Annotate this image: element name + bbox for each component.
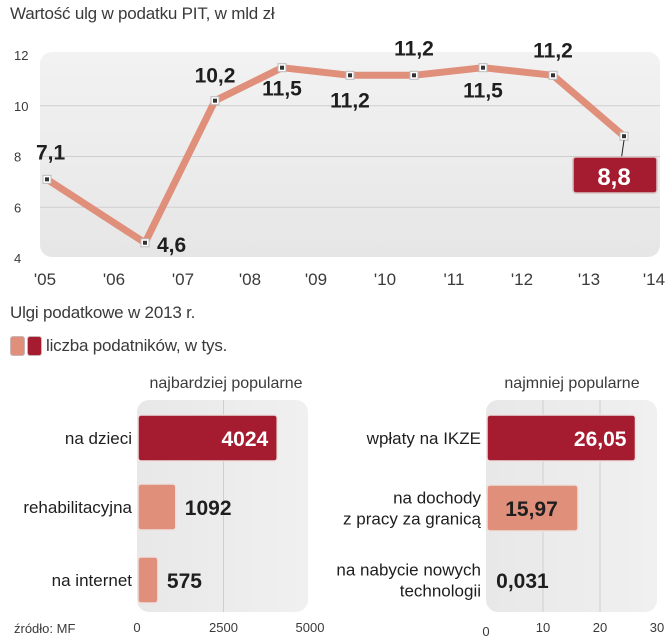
bar [137, 483, 177, 531]
x-tick-label: '07 [172, 270, 194, 289]
bar-category-label: rehabilitacyjna [23, 498, 132, 517]
bar-chart-heading: najmniej popularne [504, 375, 639, 392]
data-label: 10,2 [195, 65, 236, 88]
section-subtitle: Ulgi podatkowe w 2013 r. [10, 303, 196, 322]
data-label: 7,1 [36, 141, 66, 164]
x-tick-label: '10 [374, 270, 396, 289]
x-tick-label: 30 [650, 620, 664, 635]
data-label: 11,5 [463, 80, 503, 103]
x-tick-label: '13 [578, 270, 600, 289]
line-chart-panel [40, 52, 660, 257]
bar [486, 484, 579, 532]
y-tick-label: 8 [14, 150, 21, 165]
line-chart: 4 6 8 10 12 '05 '06 '07 '08 '09 '10 '11 '12 '13 '14 7,1… [14, 37, 665, 289]
y-tick-label: 6 [14, 200, 21, 215]
data-label: 8,8 [597, 164, 630, 191]
bar-category-label: na internet [52, 571, 133, 590]
bar-value-label: 0,031 [496, 570, 549, 593]
source-note: źródło: MF [14, 621, 76, 636]
bar-value-label: 575 [167, 570, 202, 593]
x-tick-label: 10 [536, 620, 550, 635]
x-tick-label: '08 [239, 270, 261, 289]
x-tick-label: '14 [643, 270, 665, 289]
data-point-center [412, 73, 416, 78]
x-tick-label: '12 [511, 270, 533, 289]
data-point-center [622, 134, 626, 139]
bar-chart-most-popular: najbardziej popularne 0 2500 5000 4024 na dzi… [23, 375, 324, 635]
data-label: 11,2 [533, 39, 573, 62]
legend: liczba podatników, w tys. [10, 336, 227, 356]
y-tick-label: 10 [14, 99, 28, 114]
chart-title: Wartość ulg w podatku PIT, w mld zł [10, 4, 275, 23]
data-label: 4,6 [157, 234, 186, 257]
legend-swatch-light [10, 336, 25, 356]
x-tick-label: 0 [482, 624, 489, 639]
data-point-center [213, 98, 217, 103]
legend-swatch-dark [27, 336, 42, 356]
bar-value-label: 4024 [222, 428, 269, 451]
bar-chart-heading: najbardziej popularne [150, 375, 303, 392]
data-point-center [45, 177, 49, 182]
data-label: 11,2 [330, 89, 370, 112]
x-tick-label: 2500 [209, 620, 238, 635]
x-tick-label: '09 [305, 270, 327, 289]
y-tick-label: 4 [14, 251, 21, 266]
data-label: 11,2 [394, 37, 434, 60]
data-point-center [551, 73, 555, 78]
data-point-center [280, 65, 284, 70]
bar-category-label: na dochody [393, 489, 481, 508]
legend-label: liczba podatników, w tys. [46, 336, 228, 355]
bar-chart-least-popular: najmniej popularne 0 10 20 30 26,05 wpłaty na … [336, 375, 664, 639]
bar-category-label: z pracy za granicą [343, 510, 481, 529]
bar-category-label: na dzieci [65, 429, 132, 448]
y-tick-label: 12 [14, 48, 28, 63]
x-tick-label: 20 [593, 620, 607, 635]
bar-value-label: 15,97 [505, 498, 558, 521]
x-tick-label: 0 [133, 620, 140, 635]
data-label: 11,5 [262, 78, 302, 101]
x-tick-label: '06 [103, 270, 125, 289]
bar-value-label: 26,05 [574, 428, 627, 451]
bar [486, 414, 637, 462]
data-point-center [143, 240, 147, 245]
bar-category-label: na nabycie nowych [336, 561, 481, 580]
bar [137, 414, 278, 462]
highlight-value-box [572, 156, 658, 194]
x-tick-label: '05 [34, 270, 56, 289]
x-tick-label: 5000 [296, 620, 325, 635]
bar-category-label: technologii [400, 582, 481, 601]
data-point-center [481, 65, 485, 70]
bar-category-label: wpłaty na IKZE [366, 429, 481, 448]
x-tick-label: '11 [444, 270, 465, 289]
bar [137, 556, 159, 604]
bar-value-label: 1092 [185, 497, 232, 520]
data-point-center [348, 73, 352, 78]
